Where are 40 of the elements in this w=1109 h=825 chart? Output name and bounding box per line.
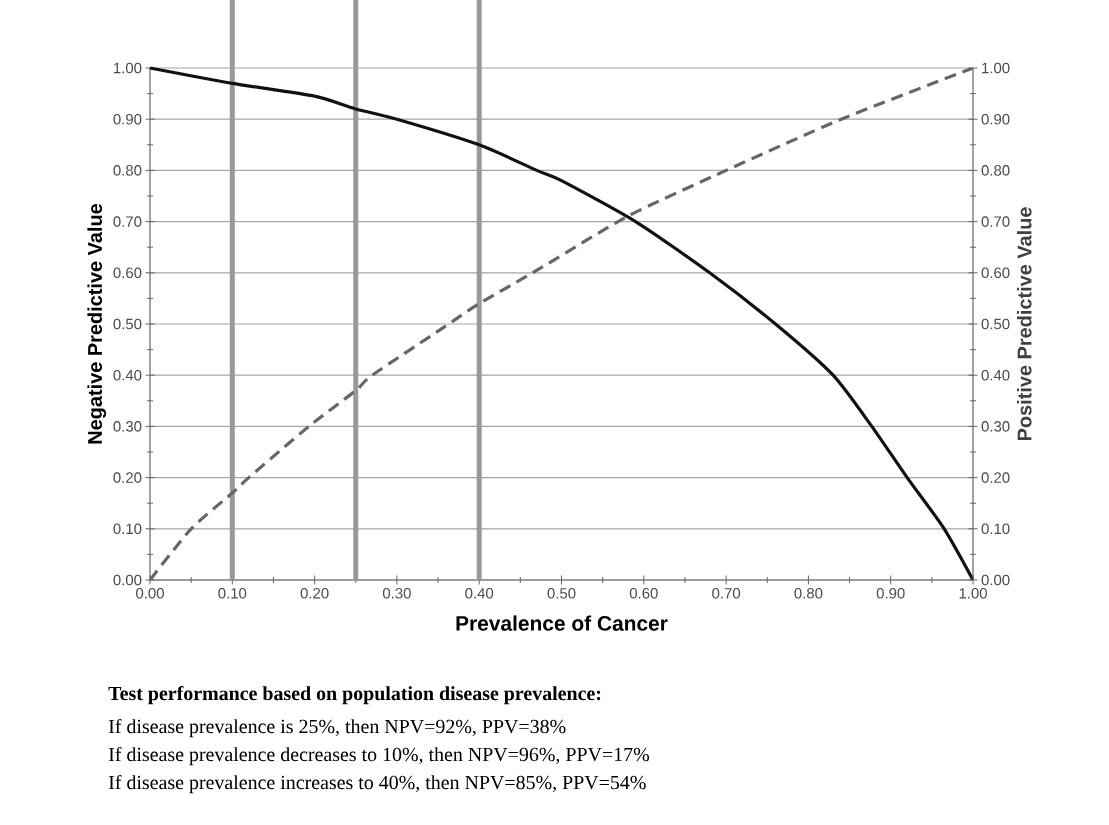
- y2-tick-label: 0.10: [981, 523, 1010, 535]
- y-tick-label: 0.40: [113, 369, 142, 381]
- y2-tick-label: 0.00: [981, 574, 1010, 586]
- x-tick-label: 1.00: [959, 588, 987, 599]
- x-tick-label: 0.10: [218, 588, 247, 599]
- x-tick-label: 0.90: [876, 588, 905, 599]
- y2-tick-label: 1.00: [982, 62, 1010, 74]
- x-tick-label: 0.00: [136, 588, 164, 599]
- y2-tick-label: 0.60: [981, 267, 1010, 279]
- x-tick-label: 0.70: [712, 588, 741, 599]
- x-tick-label: 0.20: [300, 588, 329, 599]
- x-tick-label: 0.80: [794, 588, 823, 599]
- y-tick-label: 0.70: [113, 216, 142, 227]
- x-axis-title: Prevalence of Cancer: [456, 615, 668, 631]
- y2-axis-title: Positive Predictive Value: [1016, 207, 1032, 441]
- y-tick-label: 0.80: [113, 165, 142, 176]
- y2-tick-label: 0.20: [981, 472, 1010, 483]
- y2-tick-label: 0.80: [981, 165, 1010, 176]
- x-tick-label: 0.30: [382, 588, 411, 599]
- x-tick-label: 0.40: [465, 588, 494, 599]
- y2-tick-label: 0.90: [981, 113, 1010, 125]
- text: If disease prevalence decreases to 10%, then NPV=96%, PPV=17%: [108, 746, 650, 766]
- x-tick-label: 0.50: [547, 588, 576, 599]
- y-tick-label: 0.50: [113, 318, 142, 330]
- y2-tick-label: 0.70: [981, 216, 1010, 227]
- text: If disease prevalence is 25%, then NPV=92%, PPV=38%: [108, 718, 566, 738]
- y-tick-label: 0.20: [113, 472, 142, 483]
- y-axis-title: Negative Predictive Value: [87, 203, 107, 444]
- y2-tick-label: 0.50: [981, 318, 1010, 330]
- y-tick-label: 0.30: [113, 421, 142, 432]
- y-tick-label: 0.90: [113, 113, 142, 125]
- y2-tick-label: 0.30: [981, 421, 1010, 432]
- y2-tick-label: 0.40: [981, 369, 1010, 381]
- y-tick-label: 1.00: [114, 62, 142, 74]
- y-tick-label: 0.00: [113, 574, 142, 586]
- x-tick-label: 0.60: [629, 588, 658, 599]
- text: If disease prevalence increases to 40%, then NPV=85%, PPV=54%: [108, 774, 646, 794]
- y-tick-label: 0.10: [113, 523, 142, 535]
- y-tick-label: 0.60: [113, 267, 142, 279]
- text: Test performance based on population disease prevalence:: [108, 685, 601, 705]
